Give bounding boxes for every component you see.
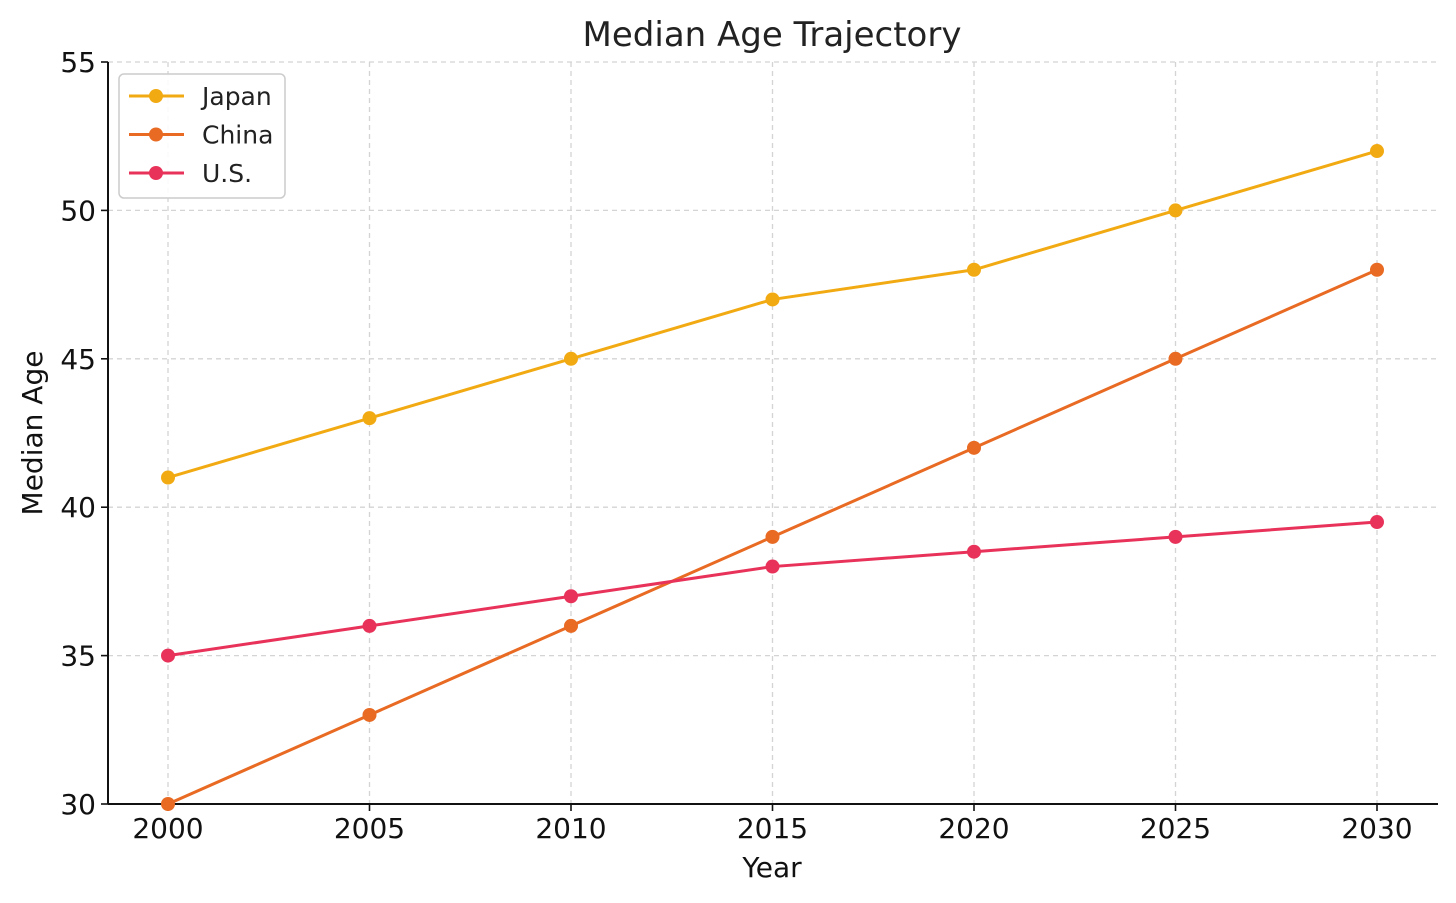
legend-swatch-marker-china	[149, 127, 163, 142]
y-tick-label: 45	[60, 343, 96, 376]
y-tick-labels: 30 35 40 45 50 55	[60, 46, 96, 821]
y-tick-label: 30	[60, 788, 96, 821]
data-point-us	[564, 589, 578, 604]
data-point-japan	[1370, 144, 1384, 159]
data-point-china	[362, 707, 377, 722]
data-point-us	[1370, 515, 1384, 530]
legend: Japan China U.S.	[118, 73, 286, 199]
x-axis-title: Year	[741, 851, 802, 884]
chart-title: Median Age Trajectory	[583, 15, 962, 55]
series-lines	[161, 144, 1384, 811]
data-point-japan	[362, 411, 377, 426]
x-tick-label: 2015	[737, 812, 808, 845]
data-point-us	[161, 648, 175, 663]
y-axis-title: Median Age	[16, 351, 49, 516]
data-point-us	[765, 559, 780, 574]
legend-swatch-marker-japan	[149, 89, 163, 103]
legend-box	[118, 73, 286, 199]
x-tick-label: 2005	[334, 812, 405, 845]
x-tick-label: 2025	[1140, 812, 1211, 845]
grid-lines	[108, 61, 1438, 805]
data-point-us	[967, 544, 981, 559]
data-point-china	[161, 797, 175, 811]
y-tick-label: 55	[60, 46, 96, 79]
data-point-us	[1168, 529, 1183, 544]
legend-label-japan: Japan	[200, 82, 272, 111]
y-tick-label: 50	[60, 194, 96, 227]
data-point-japan	[161, 470, 175, 485]
data-point-china	[967, 440, 981, 455]
axes	[101, 61, 1438, 811]
data-point-japan	[564, 351, 578, 366]
data-point-china	[1370, 262, 1384, 277]
x-tick-label: 2030	[1341, 812, 1412, 845]
data-point-china	[564, 618, 578, 633]
data-point-japan	[967, 262, 981, 277]
data-point-china	[1168, 351, 1183, 366]
data-point-japan	[765, 292, 780, 307]
x-tick-label: 2020	[938, 812, 1009, 845]
data-point-us	[362, 618, 377, 633]
data-point-china	[765, 529, 780, 544]
x-tick-labels: 2000 2005 2010 2015 2020 2025 2030	[132, 812, 1412, 845]
y-tick-label: 35	[60, 640, 96, 673]
x-tick-label: 2010	[535, 812, 606, 845]
legend-swatch-marker-us	[149, 166, 163, 180]
y-tick-label: 40	[60, 491, 96, 524]
legend-label-us: U.S.	[202, 159, 252, 188]
x-tick-label: 2000	[132, 812, 203, 845]
legend-label-china: China	[202, 121, 273, 150]
data-point-japan	[1168, 203, 1183, 218]
